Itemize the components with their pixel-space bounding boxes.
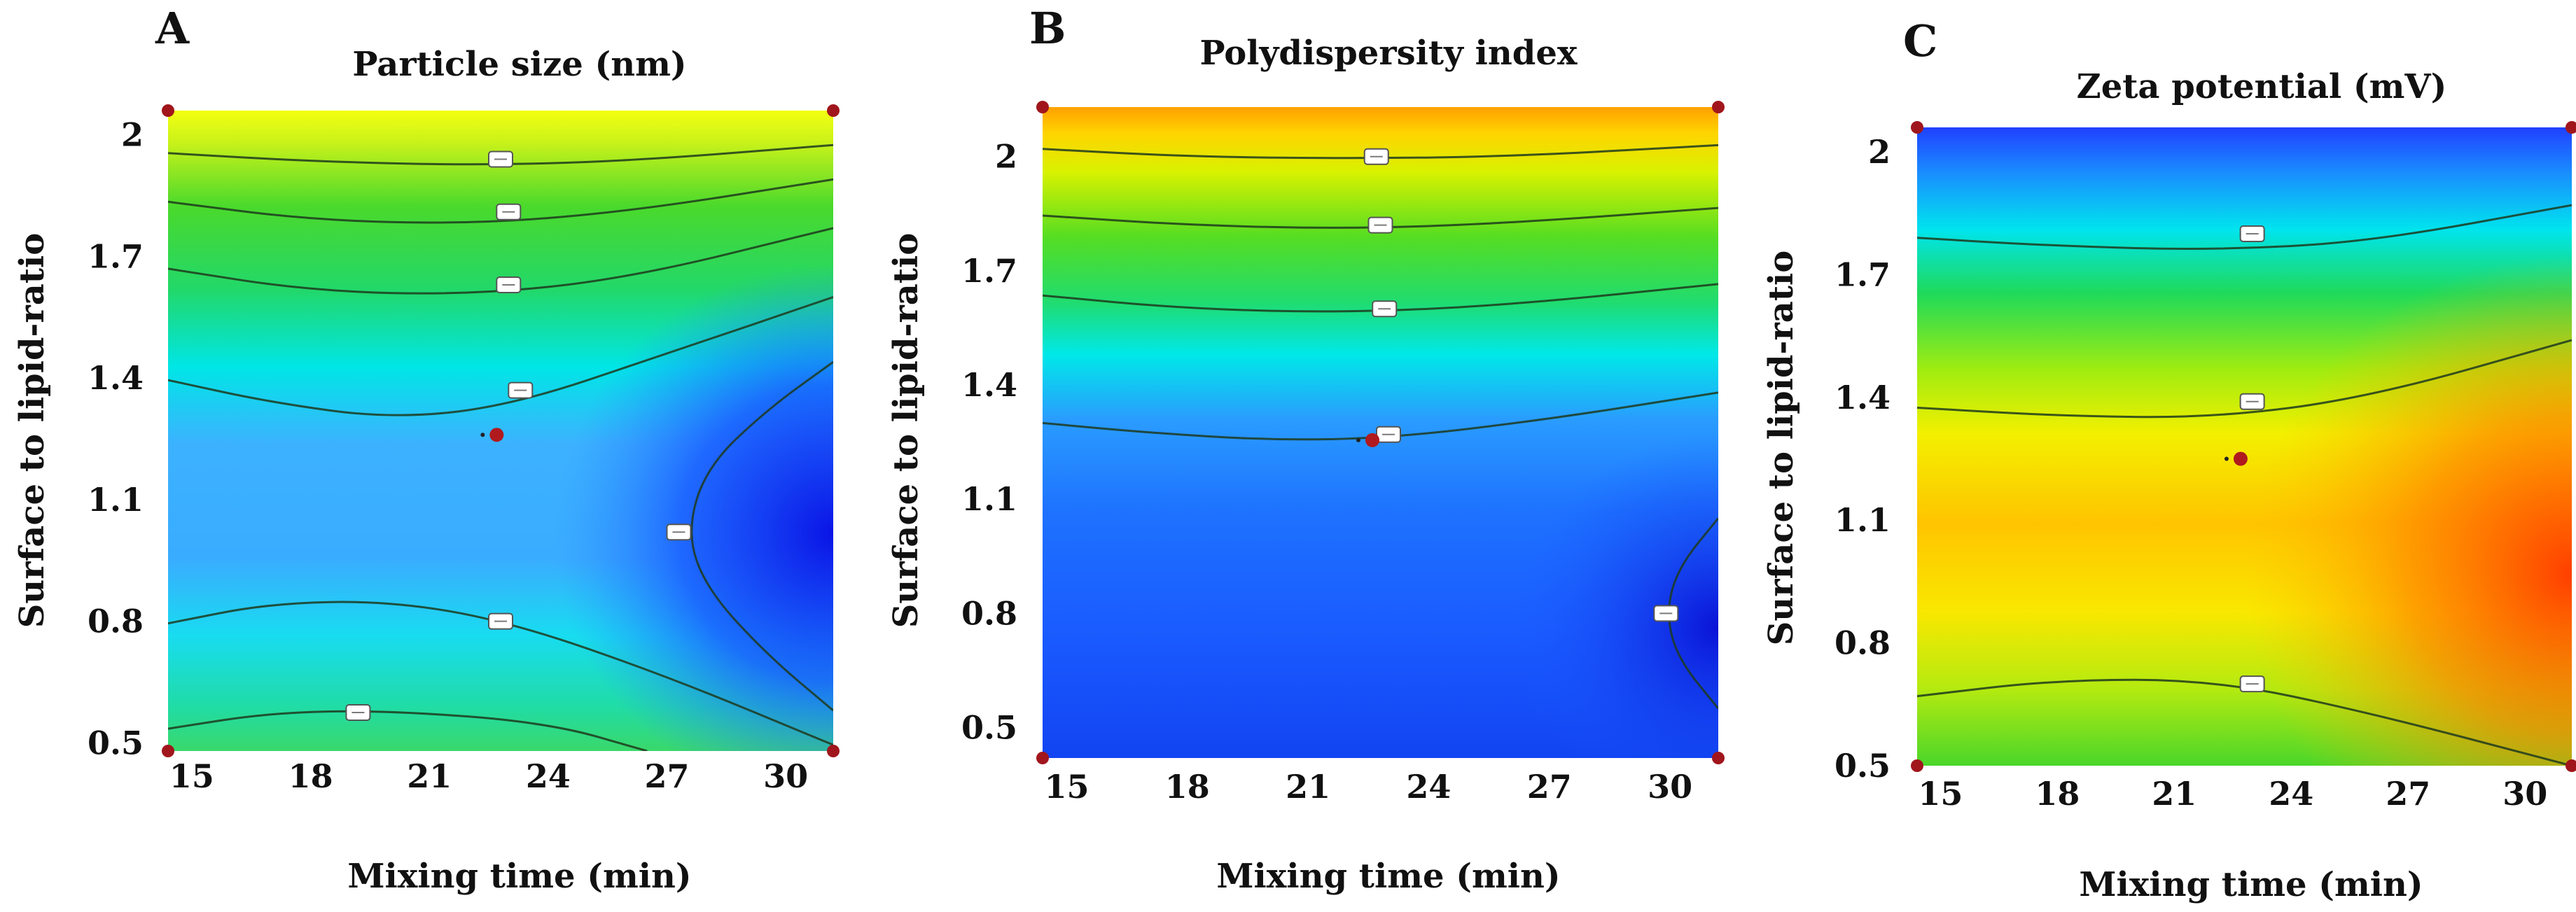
panel-c-x-axis-label: Mixing time (min): [2079, 865, 2423, 904]
design-point-corner: [827, 745, 840, 757]
design-point-corner: [1712, 752, 1725, 764]
x-tick: 18: [288, 757, 333, 795]
x-tick: 21: [2152, 775, 2196, 813]
contour-line: [1043, 391, 1718, 441]
y-tick: 1.1: [88, 481, 144, 519]
panel-b-title: Polydispersity index: [1199, 34, 1577, 73]
y-tick: 1.1: [961, 480, 1017, 518]
panel-c-design-points: [1911, 121, 2576, 772]
panel-b-contours: [1043, 143, 1718, 710]
panel-a-x-axis-label: Mixing time (min): [347, 857, 691, 896]
y-tick: 2: [121, 116, 144, 154]
x-tick: 15: [1918, 775, 1963, 813]
contour-line: [168, 601, 833, 746]
contour-line: [1917, 678, 2572, 766]
design-point-center: [1365, 433, 1380, 447]
y-tick: 2: [1868, 133, 1891, 171]
y-tick: 1.4: [88, 359, 144, 397]
x-tick: 27: [1527, 768, 1572, 806]
x-tick: 30: [2502, 775, 2547, 813]
design-point-corner: [827, 104, 840, 117]
panel-b-y-ticks: 0.5 0.8 1.1 1.4 1.7 2: [961, 138, 1017, 747]
panel-c-letter: C: [1903, 15, 1937, 66]
y-tick: 0.8: [88, 603, 144, 640]
panel-c-y-ticks: 0.5 0.8 1.1 1.4 1.7 2: [1834, 133, 1891, 785]
x-tick: 15: [169, 757, 214, 795]
panel-b-x-axis-label: Mixing time (min): [1216, 857, 1560, 896]
panel-a-contours: [168, 143, 833, 751]
design-point-center: [2233, 451, 2248, 466]
design-point-corner: [1911, 759, 1923, 772]
panel-b-x-ticks: 15 18 21 24 27 30: [1044, 768, 1692, 806]
contour-line: [168, 143, 833, 166]
contour-line: [168, 227, 833, 295]
contour-line: [1043, 206, 1718, 229]
x-tick: 21: [407, 757, 452, 795]
contour-line: [690, 360, 833, 712]
panel-b-letter: B: [1029, 3, 1066, 54]
y-tick: 0.5: [1834, 747, 1891, 785]
y-tick: 0.8: [1834, 624, 1891, 662]
design-point-center-marker: [480, 433, 485, 437]
panel-c-x-ticks: 15 18 21 24 27 30: [1918, 775, 2547, 813]
x-tick: 27: [644, 757, 689, 795]
panel-a-chart: A Particle size (nm) 15 18 21 24 27 30 0…: [13, 3, 840, 896]
design-point-center-marker: [1356, 437, 1361, 442]
panel-a-y-axis-label: Surface to lipid-ratio: [13, 233, 52, 629]
y-tick: 0.8: [961, 594, 1017, 632]
contour-line: [168, 710, 648, 751]
y-tick: 0.5: [961, 709, 1017, 747]
panel-b-y-axis-label: Surface to lipid-ratio: [886, 233, 926, 629]
design-point-corner: [1911, 121, 1923, 134]
contour-line: [168, 295, 833, 416]
design-point-corner: [1712, 101, 1725, 113]
x-tick: 24: [1406, 768, 1451, 806]
contour-line: [1917, 204, 2572, 250]
x-tick: 30: [763, 757, 808, 795]
y-tick: 1.7: [961, 252, 1017, 290]
x-tick: 27: [2386, 775, 2430, 813]
panel-a-letter: A: [155, 3, 190, 54]
panel-c-chart: C Zeta potential (mV) 15 18 21 24 27 30 …: [1762, 15, 2576, 904]
contour-line: [1043, 283, 1718, 313]
x-tick: 18: [2035, 775, 2080, 813]
contour-line: [168, 178, 833, 224]
y-tick: 1.1: [1834, 501, 1891, 539]
panel-a-design-points: [162, 104, 840, 757]
x-tick: 30: [1648, 768, 1692, 806]
x-tick: 21: [1286, 768, 1330, 806]
design-point-corner: [1036, 752, 1049, 764]
design-point-corner: [162, 745, 174, 757]
panel-a-title: Particle size (nm): [352, 45, 686, 84]
design-point-center-marker: [2224, 456, 2229, 461]
y-tick: 0.5: [88, 724, 144, 762]
panel-a-y-ticks: 0.5 0.8 1.1 1.4 1.7 2: [88, 116, 144, 762]
y-tick: 2: [995, 138, 1017, 176]
x-tick: 15: [1044, 768, 1089, 806]
contour-line: [1043, 143, 1718, 160]
y-tick: 1.4: [1834, 379, 1891, 416]
design-point-corner: [162, 104, 174, 117]
x-tick: 24: [526, 757, 571, 795]
x-tick: 18: [1165, 768, 1210, 806]
y-tick: 1.7: [1834, 256, 1891, 294]
y-tick: 1.4: [961, 366, 1017, 404]
design-point-center: [489, 428, 504, 442]
x-tick: 24: [2269, 775, 2313, 813]
panel-b-design-points: [1036, 101, 1725, 764]
panel-c-y-axis-label: Surface to lipid-ratio: [1762, 251, 1801, 646]
y-tick: 1.7: [88, 238, 144, 276]
panel-c-contours: [1917, 204, 2572, 766]
design-point-corner: [2565, 759, 2576, 772]
panel-b-chart: B Polydispersity index 15 18 21 24 27 30…: [886, 3, 1725, 896]
design-point-corner: [1036, 101, 1049, 113]
panel-a-x-ticks: 15 18 21 24 27 30: [169, 757, 808, 795]
panel-c-title: Zeta potential (mV): [2077, 67, 2447, 106]
contour-line: [1917, 339, 2572, 419]
design-point-corner: [2565, 121, 2576, 134]
